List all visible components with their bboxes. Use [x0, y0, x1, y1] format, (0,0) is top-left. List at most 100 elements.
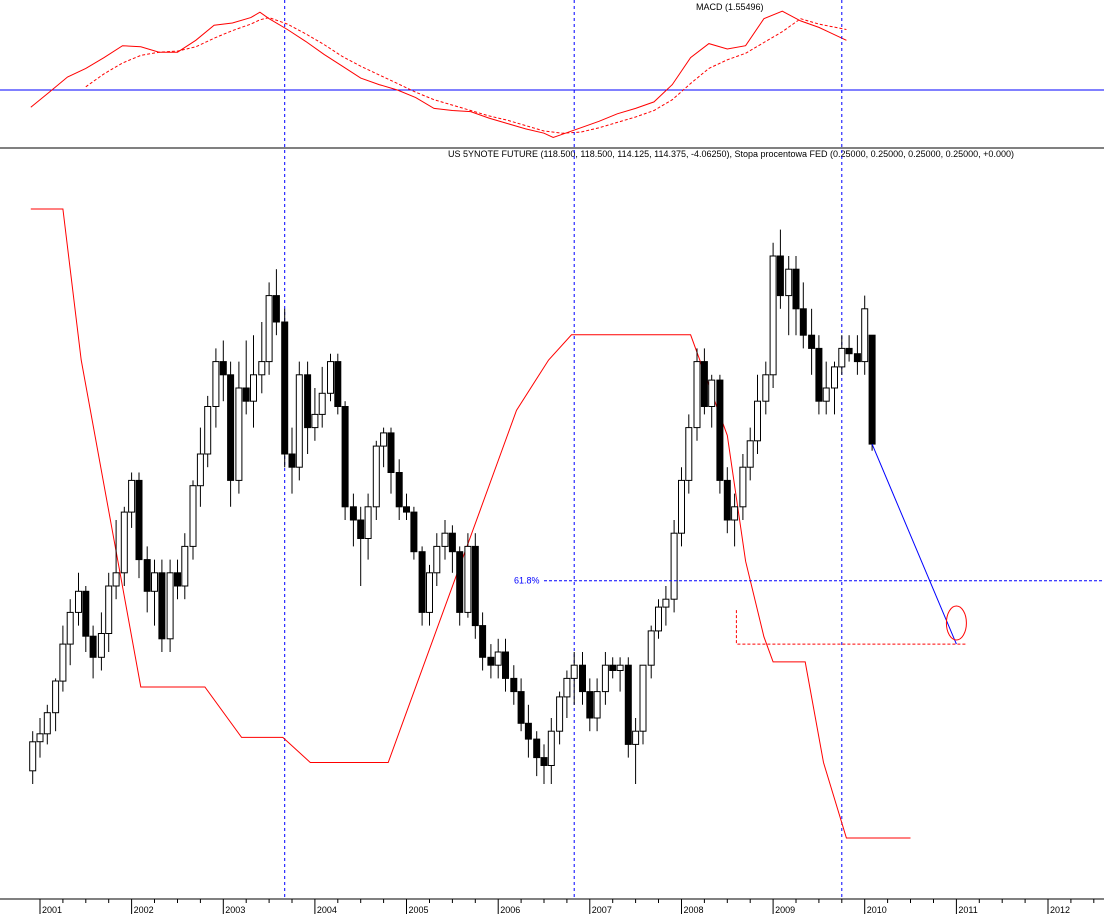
candle-body-up — [433, 545, 441, 574]
candle-body-down — [227, 374, 235, 481]
candle-body-down — [410, 511, 418, 553]
x-tick-label: 2004 — [317, 905, 337, 915]
candle — [868, 334, 876, 451]
candle-body-down — [487, 656, 495, 666]
candle-body-up — [563, 677, 571, 698]
candle-body-up — [708, 379, 716, 408]
candle-body-up — [754, 400, 761, 442]
candle — [762, 361, 770, 415]
projection-line — [871, 443, 957, 645]
candle-body-down — [304, 374, 312, 429]
candle — [304, 361, 312, 454]
candle — [639, 664, 647, 745]
candle — [662, 586, 670, 626]
candle-body-up — [105, 585, 113, 634]
candle-body-up — [258, 361, 266, 376]
candle — [380, 427, 388, 468]
candle — [746, 427, 754, 481]
candle — [288, 427, 296, 494]
candle — [387, 427, 395, 494]
candle — [547, 718, 555, 784]
candle-body-down — [624, 664, 632, 745]
candle — [616, 657, 624, 692]
candle-body-up — [250, 374, 257, 402]
candle — [318, 366, 326, 428]
candle — [831, 361, 838, 415]
candle — [349, 493, 357, 547]
candle-body-up — [120, 511, 128, 574]
candle — [693, 348, 701, 441]
x-tick-label: 2001 — [42, 905, 62, 915]
candle-body-up — [441, 532, 449, 547]
candle-body-down — [700, 361, 708, 408]
candle — [609, 657, 617, 679]
fib-618-label: 61.8% — [514, 576, 540, 586]
candle — [418, 546, 426, 626]
candle — [219, 340, 227, 402]
candle-body-up — [189, 485, 197, 547]
candle-body-up — [380, 432, 388, 447]
candle-body-up — [59, 643, 67, 682]
candle-body-down — [334, 361, 342, 408]
candle — [586, 678, 594, 732]
candle — [678, 467, 685, 547]
candle-body-up — [662, 598, 670, 608]
vertical-marker-lines — [284, 0, 843, 899]
candle — [754, 374, 761, 454]
candle — [670, 520, 678, 613]
candle — [510, 665, 518, 705]
candle-body-up — [212, 361, 220, 408]
candle-body-up — [822, 387, 830, 402]
candle — [135, 472, 143, 579]
candle-body-down — [288, 453, 296, 468]
candle-body-down — [776, 255, 784, 297]
candle — [357, 506, 365, 586]
x-axis-ticks: 2001 2002 2003 2004 2005 2006 2007 2008 2009 2010… — [39, 899, 1095, 915]
candle — [524, 704, 532, 758]
candle — [716, 374, 724, 494]
candle — [448, 525, 456, 573]
candle-body-up — [670, 532, 678, 600]
candle — [533, 731, 541, 777]
candle — [517, 678, 525, 732]
x-tick-label: 2006 — [500, 905, 520, 915]
candle — [861, 295, 869, 375]
candle — [815, 335, 823, 415]
candle — [189, 480, 197, 560]
candle-body-down — [502, 651, 509, 679]
candle — [272, 269, 280, 336]
candle — [601, 652, 609, 705]
x-tick-label: 2011 — [958, 905, 977, 915]
candle — [97, 612, 105, 671]
candle-body-up — [166, 572, 174, 640]
candle-body-up — [693, 361, 701, 429]
candle-body-down — [395, 472, 403, 508]
candle-body-down — [341, 406, 349, 508]
candle-body-down — [540, 757, 548, 766]
candle-body-up — [593, 691, 601, 719]
candle-body-up — [265, 295, 273, 363]
candle — [731, 493, 739, 547]
x-tick-label: 2003 — [225, 905, 245, 915]
candle — [799, 282, 807, 349]
candle — [212, 348, 220, 428]
candle-body-up — [196, 453, 204, 487]
candle-body-up — [494, 651, 502, 666]
candle — [769, 242, 777, 388]
candle-body-down — [403, 506, 410, 513]
candle-body-down — [533, 738, 541, 759]
x-tick-label: 2005 — [409, 905, 429, 915]
macd-line — [30, 10, 847, 139]
candle-body-up — [372, 445, 380, 508]
candle — [75, 572, 82, 626]
candle — [295, 361, 303, 481]
candle-body-up — [235, 387, 243, 481]
candle-body-down — [586, 691, 594, 719]
candle — [700, 348, 708, 415]
candle — [174, 559, 181, 600]
candle — [624, 657, 632, 758]
candle-body-down — [524, 722, 532, 740]
candle-body-up — [739, 466, 747, 508]
candle — [395, 459, 403, 520]
candle — [593, 678, 601, 732]
